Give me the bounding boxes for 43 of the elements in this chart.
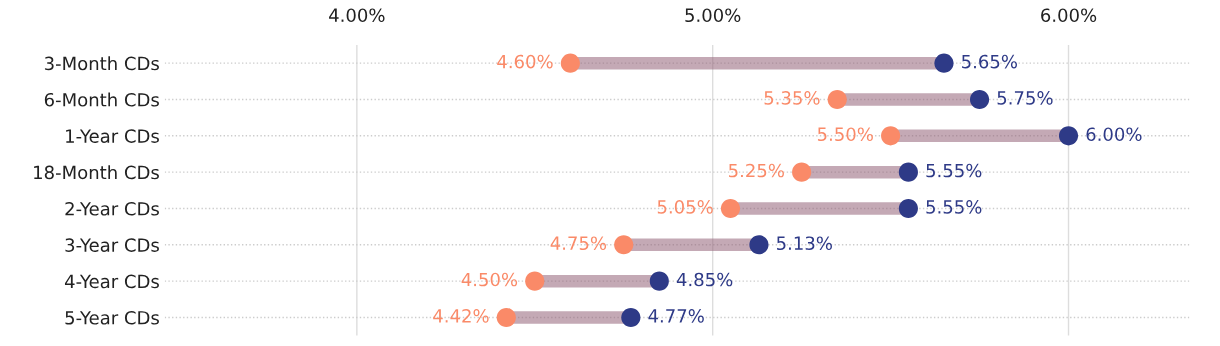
- point: [749, 235, 769, 255]
- y-tick-label: 4-Year CDs: [64, 274, 159, 289]
- y-tick-label: 5-Year CDs: [65, 310, 159, 325]
- y-tick-label: 6-Month CDs: [44, 92, 159, 107]
- point: [614, 235, 634, 255]
- point: [1058, 126, 1079, 146]
- data-label: 4.50%: [461, 272, 518, 287]
- data-label: 4.85%: [676, 272, 733, 287]
- data-label: 6.00%: [1086, 127, 1142, 142]
- point: [720, 198, 741, 219]
- data-label: 5.55%: [926, 200, 982, 214]
- x-tick-label: 5.00%: [685, 8, 741, 23]
- data-label: 4.75%: [550, 236, 607, 251]
- data-label: 5.05%: [657, 200, 713, 214]
- data-label: 5.25%: [729, 163, 784, 178]
- y-tick-label: 2-Year CDs: [65, 201, 159, 216]
- y-tick-label: 1-Year CDs: [66, 129, 159, 143]
- point: [621, 307, 641, 328]
- point: [496, 307, 516, 328]
- data-label: 5.55%: [926, 163, 982, 178]
- point: [898, 198, 918, 219]
- data-label: 5.75%: [997, 91, 1053, 105]
- point: [898, 162, 918, 182]
- data-label: 5.65%: [962, 54, 1017, 69]
- data-label: 5.50%: [817, 127, 873, 142]
- x-tick-label: 6.00%: [1041, 8, 1097, 23]
- data-label: 5.13%: [777, 236, 832, 251]
- data-label: 4.42%: [433, 309, 489, 323]
- point: [934, 53, 954, 73]
- data-label: 4.60%: [497, 54, 553, 69]
- y-tick-label: 3-Month CDs: [44, 56, 159, 71]
- data-label: 5.35%: [764, 91, 820, 105]
- data-label: 4.77%: [648, 309, 704, 323]
- y-tick-label: 18-Month CDs: [34, 165, 159, 180]
- x-tick-label: 4.00%: [329, 8, 385, 23]
- point: [827, 89, 847, 110]
- point: [525, 271, 545, 291]
- point: [792, 162, 812, 182]
- point: [649, 271, 669, 291]
- y-tick-label: 3-Year CDs: [65, 238, 159, 252]
- point: [969, 89, 990, 110]
- point: [560, 53, 580, 73]
- point: [881, 126, 901, 146]
